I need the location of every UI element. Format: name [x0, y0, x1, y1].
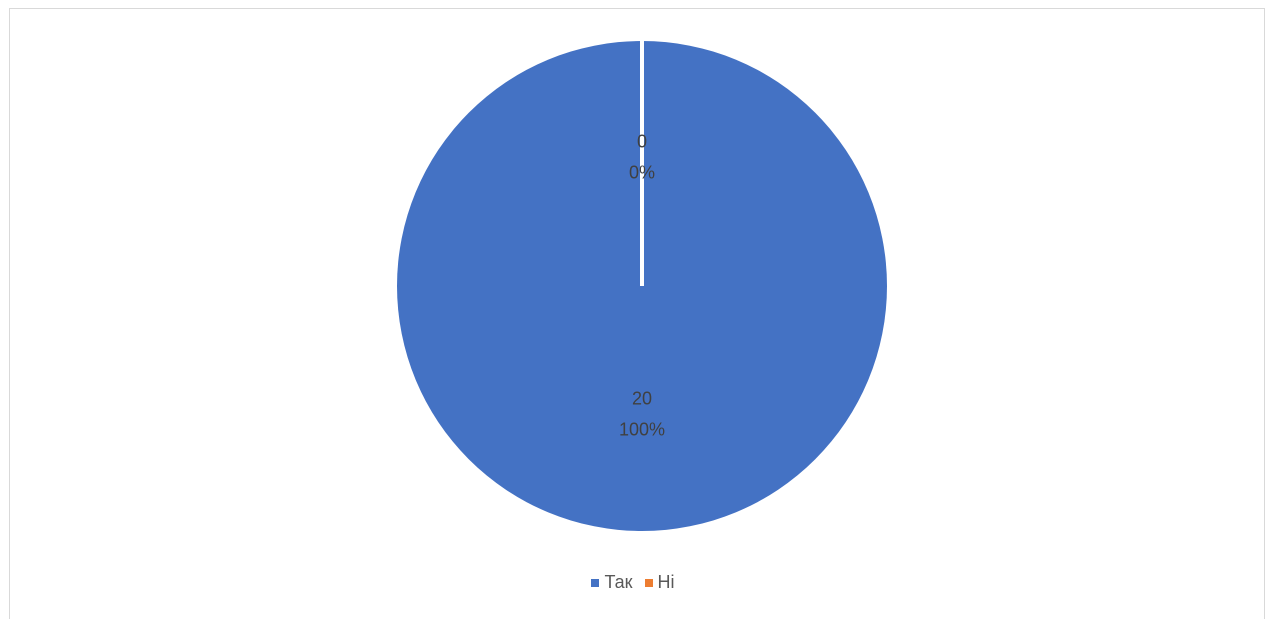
data-label-value-tak: 20: [632, 389, 652, 409]
legend-item-tak[interactable]: Так: [591, 572, 633, 593]
data-label-percent-ni: 0%: [629, 162, 655, 182]
legend-swatch-tak: [591, 578, 600, 587]
legend-label-ni: Ні: [657, 572, 675, 592]
pie-slices: [397, 41, 887, 531]
data-labels: 20 100% 0 0%: [619, 131, 665, 439]
legend-item-ni[interactable]: Ні: [644, 572, 675, 593]
legend-label-tak: Так: [604, 572, 633, 592]
data-label-value-ni: 0: [637, 131, 647, 151]
legend-swatch-ni: [644, 578, 653, 587]
data-label-percent-tak: 100%: [619, 420, 665, 440]
legend: Так Ні: [0, 572, 1266, 593]
